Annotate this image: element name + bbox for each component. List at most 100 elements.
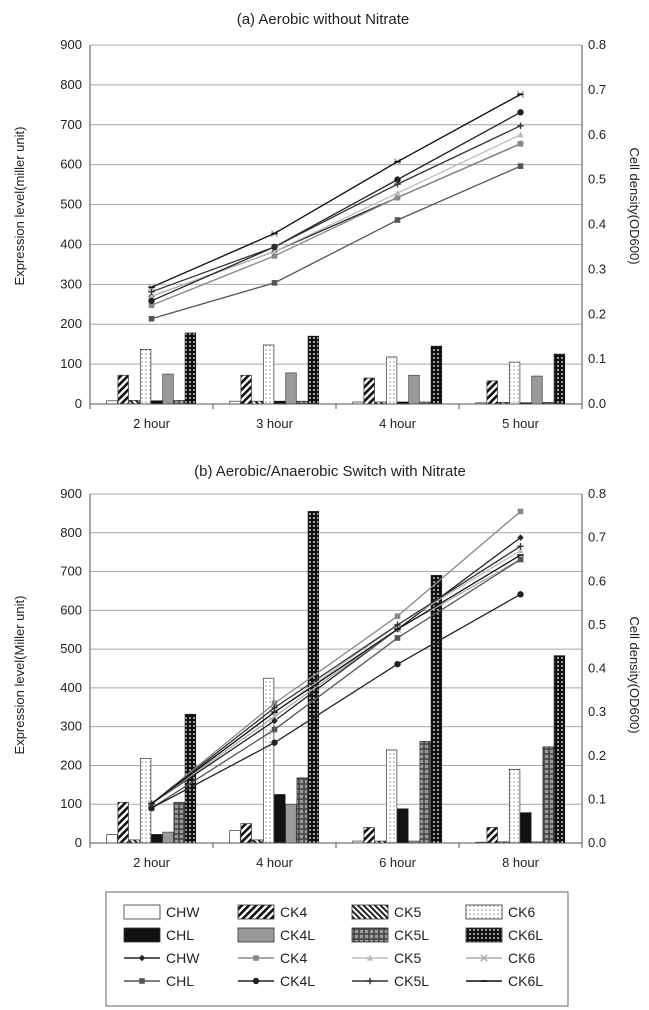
chart-a-point-ck5l-5-hour <box>517 122 524 129</box>
chart-a-y2-tick-label: 0.3 <box>588 261 606 276</box>
chart-a-y2-tick-label: 0.1 <box>588 351 606 366</box>
chart-a-point-ck4l-4-hour <box>394 176 401 183</box>
chart-b-bar-chw-4-hour <box>229 830 241 844</box>
chart-a-bar-ck6l-4-hour <box>430 345 443 405</box>
chart-a-bar-ck6l-2-hour <box>184 332 197 405</box>
chart-b-bar-ck5l-4-hour <box>296 777 308 844</box>
chart-b-bar-ck4-2-hour <box>117 801 129 844</box>
chart-b-y-tick-label: 200 <box>60 757 82 772</box>
chart-b-bars <box>106 511 566 844</box>
legend-line-label-chl: CHL <box>166 973 194 989</box>
chart-b-lines <box>147 508 525 812</box>
chart-b-bar-ck4l-4-hour <box>285 803 297 844</box>
chart-a-bar-ck6l-3-hour <box>307 335 320 405</box>
chart-b-point-chl-4-hour <box>271 726 278 733</box>
chart-b-y-tick-label: 400 <box>60 680 82 695</box>
chart-a-bar-ck6-2-hour <box>139 349 152 405</box>
chart-a-x-tick-label-4-hour: 4 hour <box>379 416 417 431</box>
chart-b-y2-tick-label: 0.2 <box>588 748 606 763</box>
chart-b-point-ck5l-6-hour <box>394 621 401 629</box>
chart-b-point-ck4-8-hour <box>517 508 524 515</box>
chart-a-point-ck5-5-hour <box>517 131 524 138</box>
legend-line-marker-chw <box>138 954 146 962</box>
chart-a-y-tick-label: 900 <box>60 37 82 52</box>
chart-a-ylabel: Expression level(miller unit) <box>12 127 27 286</box>
chart-b-y2-tick-label: 0.8 <box>588 486 606 501</box>
chart-a-y-tick-label: 100 <box>60 356 82 371</box>
chart-a-y2-tick-label: 0.4 <box>588 217 606 232</box>
chart-b-point-ck4-6-hour <box>394 613 401 619</box>
chart-b-bar-ck6l-8-hour <box>553 655 566 844</box>
legend-line-marker-ck5l <box>366 977 374 985</box>
chart-b-line-chl <box>151 558 521 809</box>
chart-b-point-chw-8-hour <box>517 534 524 541</box>
chart-b-y-tick-label: 500 <box>60 641 82 656</box>
legend-bar-swatch-ck6 <box>465 904 503 920</box>
legend-line-marker-chl <box>139 978 145 984</box>
legend-bar-label-ck4l: CK4L <box>280 927 315 943</box>
chart-a-point-ck5l-3-hour <box>271 243 278 251</box>
chart-a-y-tick-label: 200 <box>60 316 82 331</box>
chart-a-y-tick-label: 500 <box>60 197 82 212</box>
chart-b-y2-tick-label: 0.4 <box>588 661 606 676</box>
chart-b-title: (b) Aerobic/Anaerobic Switch with Nitrat… <box>194 463 466 480</box>
chart-a-bar-ck4-5-hour <box>486 380 498 405</box>
chart-b-bar-ck6-8-hour <box>508 768 521 844</box>
chart-a-point-ck4-2-hour <box>148 302 155 309</box>
legend-bar-swatch-chl <box>123 927 161 943</box>
chart-b-y2-tick-label: 0.1 <box>588 791 606 806</box>
legend-bar-label-chl: CHL <box>166 927 194 943</box>
chart-b-bar-chw-2-hour <box>106 834 118 844</box>
chart-b-bar-chl-6-hour <box>397 808 409 844</box>
legend-bar-label-ck5l: CK5L <box>394 927 429 943</box>
chart-b-bar-ck6-6-hour <box>385 749 398 844</box>
chart-a-line-ck5l <box>151 125 521 293</box>
chart-a-ticks: 0 100 200 300 400 500 600 700 800 900 0.0 0.1 0.2 0.3… <box>60 37 606 431</box>
chart-a-bar-ck4l-4-hour <box>408 374 420 405</box>
legend-line-label-ck6: CK6 <box>508 950 535 966</box>
chart-b-line-ck4 <box>151 510 521 805</box>
chart-b-bar-ck4-4-hour <box>240 823 252 844</box>
chart-b-bar-chl-2-hour <box>151 834 163 844</box>
chart-a-bar-ck5l-2-hour <box>173 400 185 405</box>
chart-a-point-ck5-4-hour <box>394 189 401 196</box>
chart-b-point-ck4l-6-hour <box>394 660 401 668</box>
chart-a-bar-ck4-4-hour <box>363 377 375 405</box>
legend-line-marker-ck4 <box>253 955 259 961</box>
legend-line-label-ck5: CK5 <box>394 950 421 966</box>
chart-a-y-tick-label: 600 <box>60 157 82 172</box>
chart-b-point-ck5l-8-hour <box>517 543 524 550</box>
chart-b-y2label: Cell density(OD600) <box>627 616 642 733</box>
chart-b-line-ck6 <box>151 558 521 805</box>
legend-bar-label-chw: CHW <box>166 904 200 920</box>
chart-b-point-ck5-8-hour <box>517 547 524 554</box>
legend: CHW CK4 CK5 CK6 CHL CK4L CK5L CK6L CHW CK4 CK5 CK6 C… <box>105 891 569 1007</box>
chart-b-line-ck4l <box>151 593 521 809</box>
chart-a-line-ck6l <box>151 93 521 288</box>
legend-bar-swatch-ck5 <box>351 904 389 920</box>
chart-a-y-tick-label: 0 <box>75 396 82 411</box>
chart-a-axes <box>89 45 583 409</box>
chart-a-point-ck4-4-hour <box>394 194 401 201</box>
chart-a-point-ck4-5-hour <box>517 140 524 147</box>
chart-b-point-ck5l-4-hour <box>271 704 278 711</box>
chart-a-x-tick-label-5-hour: 5 hour <box>502 416 540 431</box>
chart-b-x-tick-label-4-hour: 4 hour <box>256 855 294 870</box>
chart-b-y2-tick-label: 0.5 <box>588 617 606 632</box>
chart-a-x-tick-label-3-hour: 3 hour <box>256 416 294 431</box>
chart-a-bars <box>106 332 566 405</box>
chart-a-point-ck5-2-hour <box>148 293 155 299</box>
chart-a-bar-ck6-5-hour <box>508 361 521 405</box>
legend-line-marker-ck6 <box>480 954 488 962</box>
chart-b-y2-tick-label: 0.7 <box>588 530 606 545</box>
chart-a-point-ck5-3-hour <box>271 248 278 255</box>
chart-a-bar-ck4l-5-hour <box>531 375 543 405</box>
legend-bar-swatch-chw <box>123 904 161 920</box>
chart-b-y-tick-label: 600 <box>60 602 82 617</box>
chart-a-point-chl-2-hour <box>148 315 155 322</box>
chart-a-y-tick-label: 400 <box>60 236 82 251</box>
chart-b-y2-tick-label: 0.0 <box>588 835 606 850</box>
chart-a-bar-ck6l-5-hour <box>553 353 566 405</box>
legend-bar-swatch-ck5l <box>351 927 389 943</box>
chart-b-y2-tick-label: 0.3 <box>588 704 606 719</box>
